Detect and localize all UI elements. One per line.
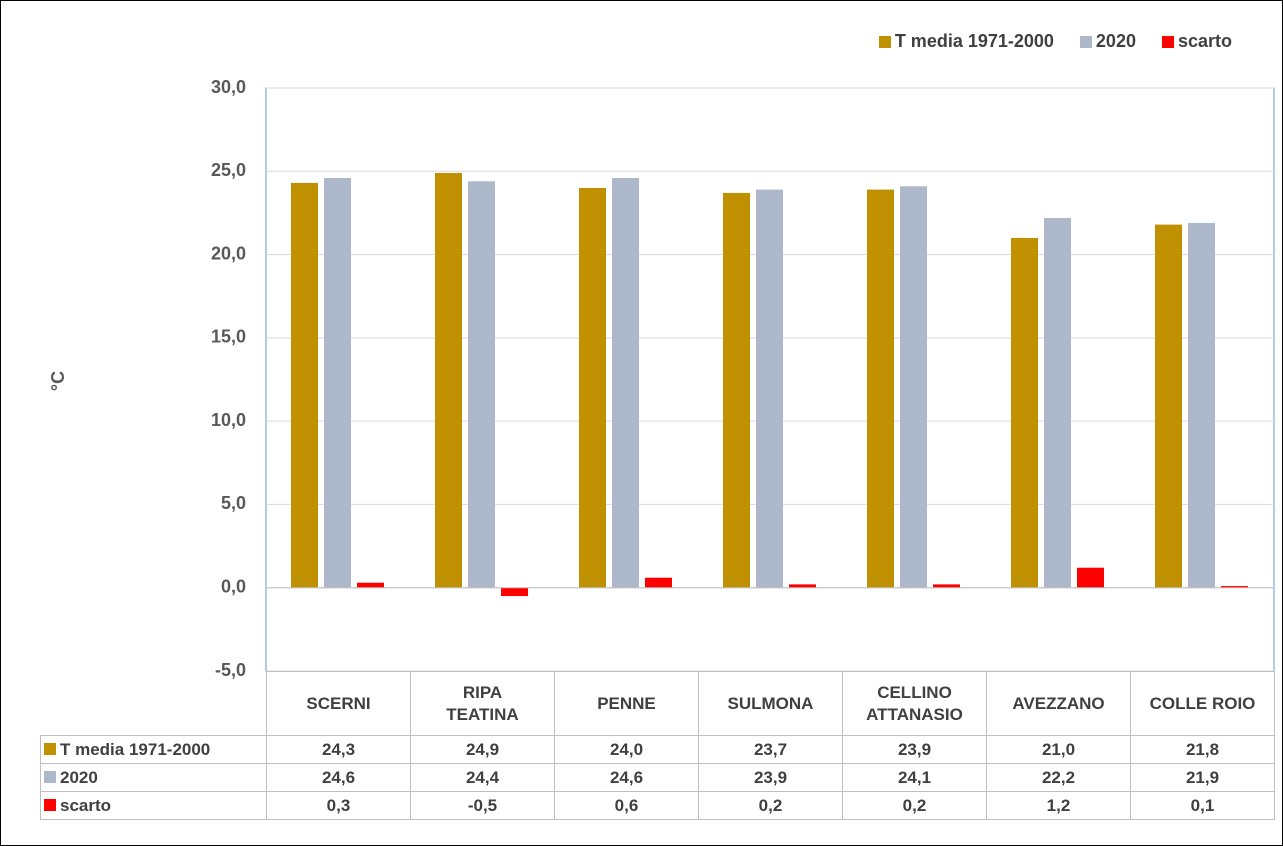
bar bbox=[357, 582, 384, 588]
value-cell: 24,1 bbox=[842, 763, 987, 792]
row-header: 2020 bbox=[40, 763, 267, 792]
bar bbox=[756, 189, 783, 588]
category-cell: SCERNI bbox=[266, 671, 411, 736]
category-cell: AVEZZANO bbox=[986, 671, 1131, 736]
category-label: PENNE bbox=[597, 693, 656, 713]
value-cell: 22,2 bbox=[986, 763, 1131, 792]
bar bbox=[900, 186, 927, 588]
legend-label: scarto bbox=[1177, 31, 1232, 51]
value-cell: 0,2 bbox=[842, 791, 987, 820]
bar bbox=[723, 192, 750, 588]
value-cell: 24,0 bbox=[554, 735, 699, 764]
row-label: T media 1971-2000 bbox=[60, 739, 211, 759]
bar bbox=[1077, 567, 1104, 588]
bar bbox=[435, 172, 462, 588]
y-tick-label: 20,0 bbox=[211, 243, 246, 263]
category-label: RIPA TEATINA bbox=[446, 682, 519, 724]
y-tick-label: 30,0 bbox=[211, 77, 246, 97]
table-header-row: SCERNI RIPA TEATINA PENNE SULMONA CELLINO AT… bbox=[40, 671, 1275, 736]
category-label: COLLE ROIO bbox=[1149, 693, 1256, 713]
legend-key bbox=[44, 798, 56, 811]
category-cell: SULMONA bbox=[698, 671, 843, 736]
value-cell: 24,6 bbox=[554, 763, 699, 792]
category-cell: RIPA TEATINA bbox=[410, 671, 555, 736]
bar bbox=[789, 584, 816, 588]
bar bbox=[468, 181, 495, 588]
row-header: T media 1971-2000 bbox=[40, 735, 267, 764]
y-tick-label: 5,0 bbox=[221, 493, 246, 513]
category-label: CELLINO ATTANASIO bbox=[866, 682, 963, 724]
value-cell: -0,5 bbox=[410, 791, 555, 820]
bar bbox=[291, 182, 318, 588]
value-cell: 0,1 bbox=[1130, 791, 1275, 820]
bar bbox=[933, 584, 960, 588]
y-tick-label: 0,0 bbox=[221, 576, 246, 596]
value-cell: 21,9 bbox=[1130, 763, 1275, 792]
value-cell: 21,8 bbox=[1130, 735, 1275, 764]
bar bbox=[612, 177, 639, 588]
value-cell: 0,6 bbox=[554, 791, 699, 820]
value-cell: 24,9 bbox=[410, 735, 555, 764]
bar bbox=[867, 189, 894, 588]
table-row: 2020 24,6 24,4 24,6 23,9 24,1 22,2 21,9 bbox=[40, 763, 1275, 792]
legend-key bbox=[44, 770, 56, 783]
value-cell: 24,6 bbox=[266, 763, 411, 792]
value-cell: 0,2 bbox=[698, 791, 843, 820]
value-cell: 0,3 bbox=[266, 791, 411, 820]
legend-key bbox=[44, 742, 56, 755]
category-cell: PENNE bbox=[554, 671, 699, 736]
legend-item: 2020 bbox=[1079, 31, 1136, 52]
value-cell: 24,3 bbox=[266, 735, 411, 764]
legend-key bbox=[1161, 35, 1174, 48]
row-label: scarto bbox=[60, 795, 112, 815]
legend-key bbox=[1079, 35, 1092, 48]
y-axis-label: °C bbox=[48, 371, 68, 391]
bar bbox=[1188, 222, 1215, 588]
bar bbox=[1011, 237, 1038, 588]
bar bbox=[1221, 586, 1248, 588]
legend-item: T media 1971-2000 bbox=[878, 31, 1054, 52]
legend-item: scarto bbox=[1161, 31, 1232, 52]
y-tick-label: 15,0 bbox=[211, 327, 246, 347]
bar bbox=[324, 177, 351, 588]
table-row: scarto 0,3 -0,5 0,6 0,2 0,2 1,2 0,1 bbox=[40, 791, 1275, 820]
category-label: AVEZZANO bbox=[1012, 693, 1105, 713]
data-table: SCERNI RIPA TEATINA PENNE SULMONA CELLINO AT… bbox=[40, 671, 1275, 820]
category-label: SULMONA bbox=[727, 693, 814, 713]
legend: T media 1971-2000 2020 scarto bbox=[878, 31, 1232, 52]
bar bbox=[501, 587, 528, 597]
value-cell: 24,4 bbox=[410, 763, 555, 792]
value-cell: 23,9 bbox=[842, 735, 987, 764]
value-cell: 1,2 bbox=[986, 791, 1131, 820]
value-cell: 23,9 bbox=[698, 763, 843, 792]
legend-key bbox=[878, 35, 891, 48]
category-label: SCERNI bbox=[306, 693, 371, 713]
category-cell: COLLE ROIO bbox=[1130, 671, 1275, 736]
table-row: T media 1971-2000 24,3 24,9 24,0 23,7 23,9 21,… bbox=[40, 735, 1275, 764]
legend-label: 2020 bbox=[1095, 31, 1136, 51]
y-tick-label: 10,0 bbox=[211, 410, 246, 430]
bar bbox=[1044, 217, 1071, 588]
y-tick-label: 25,0 bbox=[211, 160, 246, 180]
table-corner bbox=[40, 671, 267, 736]
row-header: scarto bbox=[40, 791, 267, 820]
value-cell: 23,7 bbox=[698, 735, 843, 764]
bar bbox=[1155, 224, 1182, 588]
legend-label: T media 1971-2000 bbox=[894, 31, 1054, 51]
value-cell: 21,0 bbox=[986, 735, 1131, 764]
bar bbox=[579, 187, 606, 588]
bar bbox=[645, 577, 672, 588]
row-label: 2020 bbox=[60, 767, 98, 787]
category-cell: CELLINO ATTANASIO bbox=[842, 671, 987, 736]
